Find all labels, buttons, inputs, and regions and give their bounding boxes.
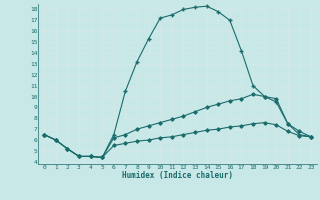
X-axis label: Humidex (Indice chaleur): Humidex (Indice chaleur) bbox=[122, 171, 233, 180]
